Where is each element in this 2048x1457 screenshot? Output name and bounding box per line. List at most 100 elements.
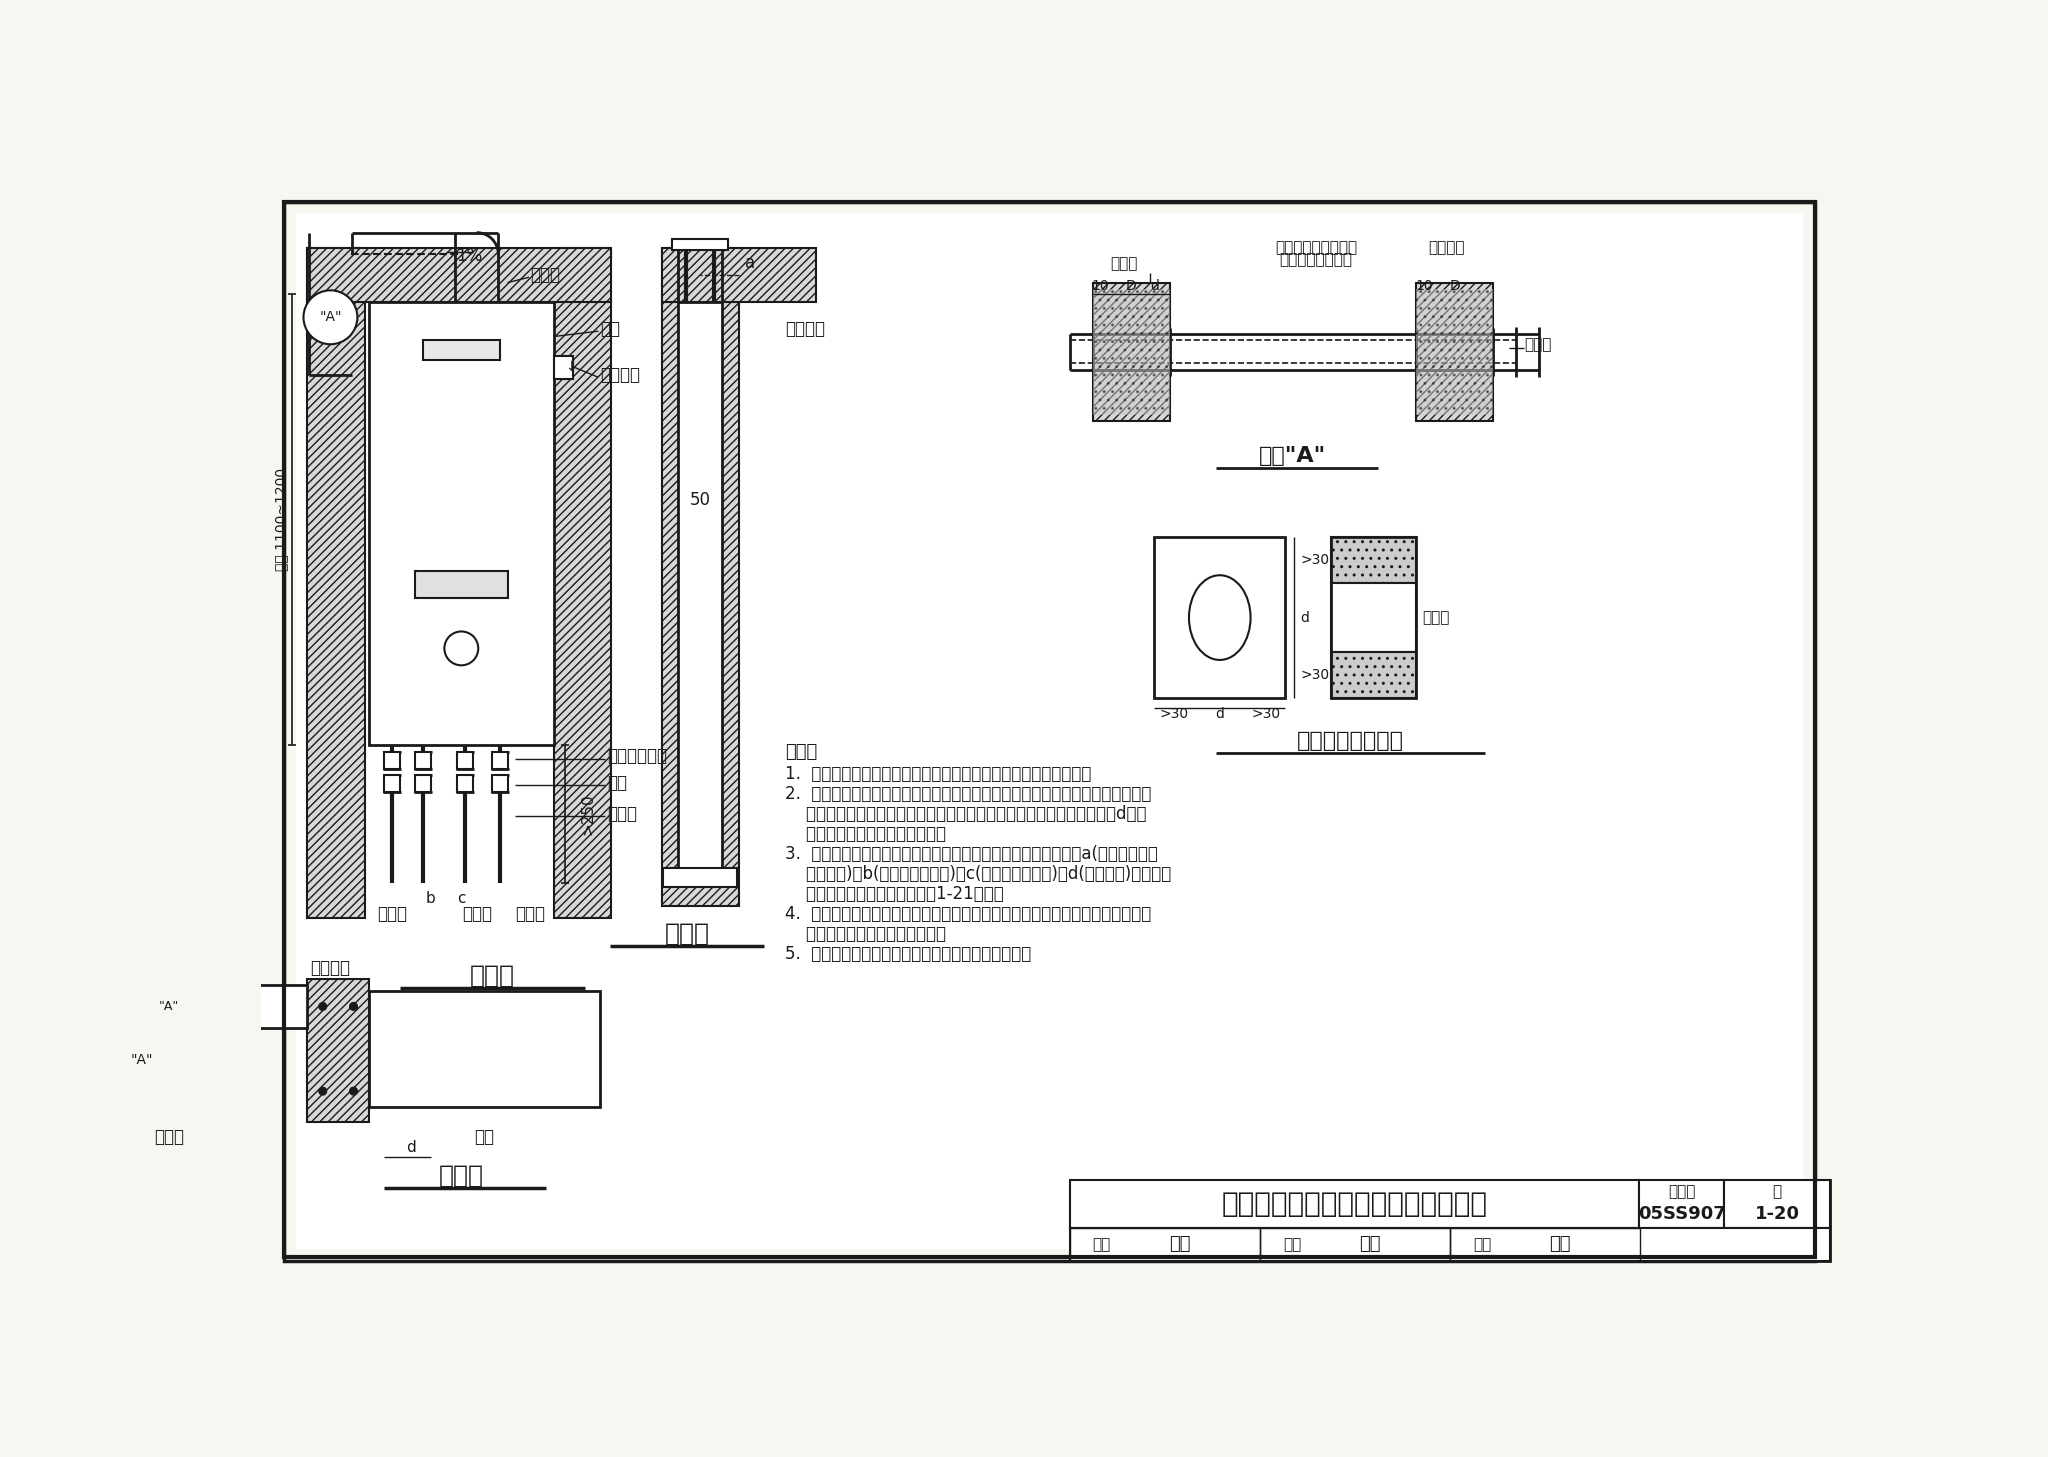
Text: 侧面图: 侧面图 — [664, 921, 709, 946]
Text: d: d — [1214, 707, 1225, 721]
Bar — [307, 979, 369, 1122]
Bar — [1331, 536, 1415, 583]
Circle shape — [444, 631, 479, 666]
Text: 接地插座: 接地插座 — [600, 366, 639, 385]
Text: 离墙距离)、b(左管与中管间距)、c(右管与中管间距)和d(留洞直径)的数值应: 离墙距离)、b(左管与中管间距)、c(右管与中管间距)和d(留洞直径)的数值应 — [784, 865, 1171, 883]
Text: 安装螺钉: 安装螺钉 — [311, 959, 350, 978]
Text: 图集号: 图集号 — [1667, 1183, 1696, 1199]
Text: 何彬: 何彬 — [1169, 1236, 1190, 1253]
Text: d: d — [1149, 280, 1159, 293]
Text: ↓: ↓ — [565, 360, 575, 374]
Text: a: a — [745, 255, 756, 272]
Text: D: D — [1450, 280, 1460, 293]
Circle shape — [137, 976, 199, 1037]
Text: D: D — [1126, 280, 1137, 293]
Bar — [307, 248, 365, 918]
Bar — [1069, 1228, 1831, 1260]
Circle shape — [350, 1087, 356, 1096]
Text: "A": "A" — [319, 310, 342, 325]
Text: 1-20: 1-20 — [1755, 1205, 1800, 1224]
Text: >30: >30 — [1159, 707, 1188, 721]
Bar — [1069, 1180, 1831, 1260]
Bar — [457, 775, 473, 793]
Text: 1.  冷热水管道可采用明装或暗装布置，具体方式由设计人员选定。: 1. 冷热水管道可采用明装或暗装布置，具体方式由设计人员选定。 — [784, 765, 1092, 782]
Text: 预制带洞混凝土块: 预制带洞混凝土块 — [1296, 731, 1405, 750]
Text: 冷水管: 冷水管 — [608, 804, 637, 823]
Bar — [1724, 1180, 1831, 1228]
Text: 05SS907: 05SS907 — [1638, 1205, 1726, 1224]
Text: d: d — [1300, 610, 1309, 625]
Text: 排气筒: 排气筒 — [1110, 256, 1137, 271]
Text: "A": "A" — [158, 1000, 178, 1013]
Text: 预埋钢管: 预埋钢管 — [1430, 240, 1464, 255]
Bar — [1331, 536, 1415, 698]
Text: 仁露: 仁露 — [1360, 1236, 1380, 1253]
Bar — [1069, 1228, 1260, 1260]
Text: 热水管: 热水管 — [461, 905, 492, 924]
Text: d: d — [406, 1139, 416, 1155]
Text: 张磊: 张磊 — [1550, 1236, 1571, 1253]
Text: 预制带洞混凝土块: 预制带洞混凝土块 — [1280, 252, 1352, 267]
Bar — [154, 985, 307, 1029]
Bar — [664, 868, 737, 887]
Text: 活接头或套管: 活接头或套管 — [608, 747, 668, 765]
Text: 冷水管: 冷水管 — [516, 905, 545, 924]
Text: 设矩形孔，尺寸按所选产品定。: 设矩形孔，尺寸按所选产品定。 — [784, 825, 946, 844]
Circle shape — [319, 1087, 326, 1096]
Text: 说明：: 说明： — [784, 743, 817, 762]
Bar — [678, 302, 721, 883]
Bar — [662, 248, 739, 906]
Ellipse shape — [1190, 576, 1251, 660]
Text: 距地 1100~1200: 距地 1100~1200 — [274, 468, 289, 571]
Text: b: b — [426, 892, 436, 906]
Text: 球阀: 球阀 — [608, 774, 627, 793]
Bar — [1638, 1180, 1724, 1228]
Bar — [1331, 653, 1415, 698]
Text: 立面图: 立面图 — [469, 963, 514, 988]
Bar — [369, 302, 553, 745]
Text: >250: >250 — [582, 793, 596, 835]
Text: 节点"A": 节点"A" — [1260, 446, 1327, 466]
Circle shape — [303, 290, 356, 344]
Bar — [553, 248, 612, 918]
Bar — [1415, 288, 1493, 415]
Bar — [492, 775, 508, 793]
Bar — [1450, 1228, 1640, 1260]
Text: >30: >30 — [1300, 552, 1329, 567]
Bar — [422, 341, 500, 360]
Bar — [385, 752, 399, 769]
Bar — [662, 248, 815, 302]
Bar — [416, 775, 430, 793]
Bar — [1155, 536, 1286, 698]
Bar — [1094, 288, 1169, 415]
Bar — [385, 775, 399, 793]
Text: 页: 页 — [1774, 1183, 1782, 1199]
Text: "A": "A" — [131, 1053, 154, 1068]
Text: 钉至拧力层，固定热水器本体。: 钉至拧力层，固定热水器本体。 — [784, 925, 946, 943]
Circle shape — [350, 1002, 356, 1010]
Text: >30: >30 — [1300, 669, 1329, 682]
Text: 校对: 校对 — [1282, 1237, 1300, 1252]
Bar — [492, 752, 508, 769]
Text: 本体: 本体 — [475, 1128, 494, 1147]
Bar — [457, 752, 473, 769]
Text: 排气筒: 排气筒 — [1524, 337, 1550, 351]
Text: 1%: 1% — [457, 246, 481, 265]
Circle shape — [319, 1002, 326, 1010]
Text: 50: 50 — [690, 491, 711, 508]
Text: 2.  排气筒穿墙部分可采用设预制带洞混凝土块或预埋钢管留洞方式，间隙密封处: 2. 排气筒穿墙部分可采用设预制带洞混凝土块或预埋钢管留洞方式，间隙密封处 — [784, 785, 1151, 803]
Text: 根据选用的产品确定，详见第1-21页表。: 根据选用的产品确定，详见第1-21页表。 — [784, 884, 1004, 903]
Text: 设计: 设计 — [1473, 1237, 1491, 1252]
Text: 砂浆等不燃材料填充: 砂浆等不燃材料填充 — [1276, 240, 1358, 255]
Text: 10: 10 — [1092, 280, 1110, 293]
Text: >30: >30 — [1251, 707, 1280, 721]
Text: 排气筒: 排气筒 — [530, 267, 561, 284]
Bar — [416, 752, 430, 769]
Bar — [416, 571, 508, 599]
Text: 安装螺钉: 安装螺钉 — [784, 321, 825, 338]
Text: 燃气管: 燃气管 — [377, 905, 408, 924]
Circle shape — [131, 985, 174, 1029]
Bar — [369, 991, 600, 1106]
Text: 审核: 审核 — [1094, 1237, 1110, 1252]
Bar — [672, 239, 727, 249]
